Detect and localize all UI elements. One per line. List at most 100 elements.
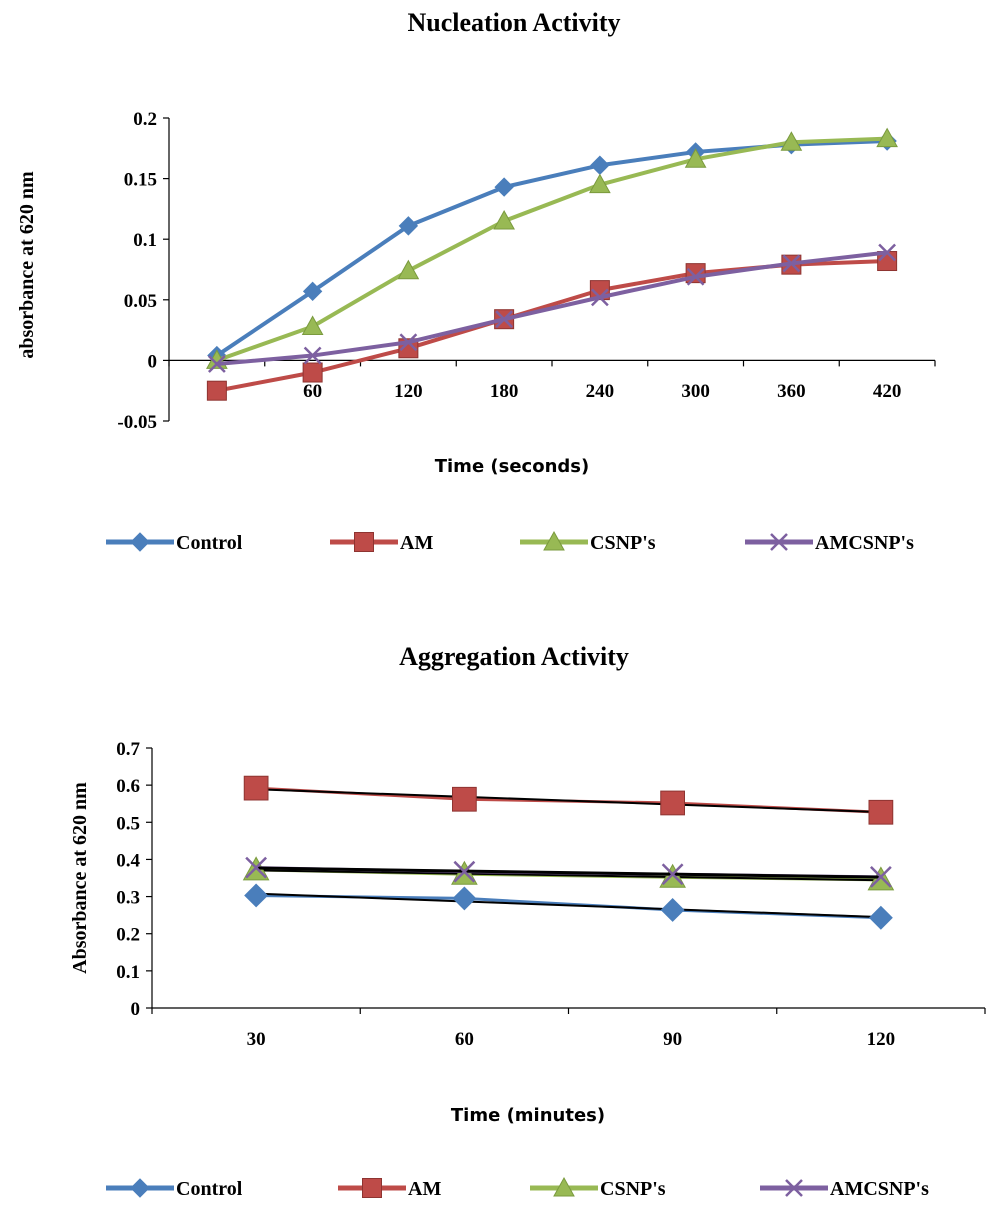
chart1-legend-label: AM (400, 532, 433, 554)
chart2-x-tick-label: 30 (247, 1029, 266, 1050)
chart1-data-point (301, 315, 324, 335)
chart1-data-point (782, 254, 801, 273)
chart2-legend-label: Control (176, 1178, 243, 1200)
chart2-legend: Control AM CSNP's AMCSNP's (106, 1176, 929, 1200)
chart2-y-tick-label: 0.3 (116, 888, 140, 909)
chart2-legend-item: AM (338, 1178, 441, 1200)
chart1-data-point (590, 155, 610, 175)
chart1-legend-marker (130, 532, 150, 552)
chart1-legend-marker (543, 530, 565, 551)
chart1-data-point (589, 173, 611, 194)
chart2-trendline (256, 892, 881, 919)
chart2-series (242, 775, 895, 930)
chart1-data-point (878, 243, 897, 262)
chart2-trendline (256, 866, 881, 879)
chart2-trendline (256, 869, 881, 882)
chart1-data-point (398, 216, 419, 236)
chart1-x-tick-label: 180 (490, 381, 519, 402)
chart1-legend-item: AMCSNP's (745, 532, 914, 554)
chart2-y-tick-label: 0.2 (116, 925, 140, 946)
chart2-x-tick-label: 120 (867, 1029, 896, 1050)
chart1-data-point (495, 310, 514, 329)
chart1-x-tick-label: 120 (394, 381, 423, 402)
chart1-legend-label: Control (176, 532, 243, 554)
chart2-x-axis-label: Time (minutes) (451, 1105, 605, 1126)
chart2-data-point (244, 883, 269, 908)
chart1-y-tick-label: 0.1 (133, 230, 157, 251)
chart2-legend-label: AM (408, 1178, 441, 1200)
chart2-x-tick-label: 60 (455, 1029, 474, 1050)
chart2-y-tick-label: 0.7 (116, 739, 140, 760)
chart1-data-point (206, 380, 227, 401)
nucleation-chart: Nucleation Activity absorbance at 620 nm… (16, 8, 936, 554)
chart1-data-point (686, 267, 705, 286)
chart2-legend-item: AMCSNP's (760, 1178, 929, 1200)
chart2-data-point (243, 775, 269, 801)
chart2-legend-item: Control (106, 1178, 243, 1200)
chart1-legend: Control AM CSNP's AMCSNP's (106, 530, 914, 554)
chart2-y-tick-label: 0.6 (116, 776, 140, 797)
chart1-x-tick-label: 60 (303, 381, 322, 402)
chart2-data-point (453, 860, 476, 883)
chart1-y-tick-label: -0.05 (117, 412, 157, 433)
chart2-axes: 0 0.1 0.2 0.3 0.4 0.5 0.6 0.7 30 60 90 120 (116, 739, 986, 1050)
chart2-data-point (868, 799, 894, 825)
chart1-series-2 (206, 127, 898, 369)
chart2-data-point (660, 790, 685, 816)
chart2-legend-marker (553, 1176, 575, 1197)
chart2-trendline (256, 788, 881, 814)
chart1-axes: -0.0500.050.10.150.206012018024030036042… (117, 109, 936, 433)
chart1-data-point (876, 127, 898, 148)
chart1-data-point (399, 333, 418, 352)
chart1-legend-item: CSNP's (520, 530, 656, 554)
chart1-y-tick-label: 0.05 (124, 291, 157, 312)
chart2-legend-marker (785, 1179, 803, 1197)
chart1-x-tick-label: 420 (873, 381, 902, 402)
chart1-data-point (397, 259, 420, 280)
chart2-data-point (661, 863, 684, 886)
aggregation-chart: Aggregation Activity Absorbance at 620 n… (69, 642, 986, 1200)
chart1-legend-label: AMCSNP's (815, 532, 914, 554)
chart2-y-axis-label: Absorbance at 620 nm (69, 782, 91, 974)
chart1-legend-label: CSNP's (590, 532, 656, 554)
chart1-y-axis-label: absorbance at 620 nm (16, 171, 38, 359)
chart2-y-tick-label: 0.1 (116, 962, 140, 983)
chart2-data-point (868, 905, 893, 930)
chart2-data-point (660, 897, 685, 922)
chart1-series (206, 127, 898, 401)
chart2-series-3 (245, 856, 892, 888)
chart1-series-line (216, 250, 888, 367)
chart2-y-tick-label: 0.4 (116, 850, 140, 871)
chart1-data-point (303, 346, 322, 365)
chart2-x-tick-label: 90 (663, 1029, 682, 1050)
chart2-data-point (245, 856, 268, 879)
chart1-legend-marker (354, 532, 374, 552)
chart2-y-tick-label: 0 (131, 999, 141, 1020)
chart1-data-point (302, 281, 323, 302)
chart1-legend-item: AM (330, 532, 433, 554)
chart1-x-axis-label: Time (seconds) (435, 456, 590, 477)
chart2-data-point (452, 786, 477, 812)
chart2-data-point (869, 866, 892, 888)
chart1-data-point (302, 362, 323, 383)
chart2-series-0 (244, 883, 893, 930)
chart1-series-line (216, 136, 888, 363)
chart1-x-tick-label: 300 (681, 381, 710, 402)
chart2-legend-item: CSNP's (530, 1176, 666, 1200)
chart1-data-point (590, 288, 609, 307)
chart1-title: Nucleation Activity (407, 8, 620, 37)
chart1-x-tick-label: 240 (586, 381, 615, 402)
chart1-y-tick-label: 0 (148, 351, 158, 372)
chart2-data-point (452, 886, 477, 911)
chart2-y-tick-label: 0.5 (116, 813, 140, 834)
chart2-title: Aggregation Activity (399, 642, 629, 671)
chart1-legend-marker (770, 533, 788, 551)
chart1-data-point (207, 355, 226, 373)
chart2-legend-marker (362, 1178, 382, 1198)
chart1-data-point (493, 209, 515, 230)
chart1-y-tick-label: 0.2 (133, 109, 157, 130)
chart2-legend-marker (130, 1178, 150, 1198)
chart2-legend-label: AMCSNP's (830, 1178, 929, 1200)
chart1-series-3 (207, 243, 897, 373)
